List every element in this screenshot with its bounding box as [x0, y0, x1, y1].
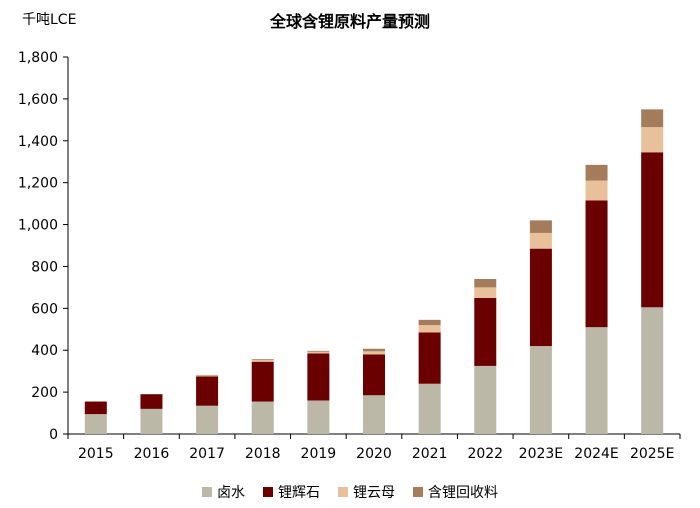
x-tick-label: 2021 — [412, 446, 448, 462]
bar-segment — [585, 180, 608, 201]
bar-segment — [307, 400, 330, 434]
bar-segment — [585, 200, 608, 328]
bar-segment — [641, 127, 664, 153]
legend-swatch — [413, 487, 423, 497]
bar-segment — [307, 351, 330, 354]
legend-label: 锂辉石 — [278, 485, 320, 501]
legend-item-brine: 卤水 — [202, 482, 245, 502]
bar-segment — [529, 346, 552, 434]
bar-segment — [84, 401, 107, 415]
y-tick-label: 1,400 — [18, 134, 58, 150]
bar-segment — [363, 348, 385, 352]
bar-segment — [529, 220, 552, 233]
y-tick-label: 800 — [31, 259, 58, 275]
bar-segment — [641, 152, 664, 308]
bar-segment — [363, 354, 385, 396]
x-tick-label: 2024E — [574, 446, 618, 462]
bar-segment — [529, 232, 552, 249]
y-tick-label: 1,800 — [18, 50, 58, 66]
bar-segment — [140, 394, 163, 409]
bar-segment — [641, 307, 664, 434]
bar-segment — [251, 360, 274, 362]
bar-segment — [529, 248, 552, 347]
bar-segment — [140, 408, 163, 434]
bar-segment — [474, 365, 497, 434]
y-tick-label: 600 — [31, 301, 58, 317]
bar-segment — [196, 375, 219, 377]
y-tick-label: 1,000 — [18, 218, 58, 234]
x-tick-label: 2020 — [356, 446, 392, 462]
bar-segment — [251, 401, 274, 434]
y-tick-label: 400 — [31, 343, 58, 359]
x-tick-label: 2023E — [519, 446, 563, 462]
bar-segment — [474, 297, 497, 366]
bar-segment — [474, 287, 497, 298]
bar-segment — [418, 383, 441, 434]
bar-segment — [474, 279, 497, 288]
x-tick-label: 2015 — [78, 446, 114, 462]
bar-segment — [196, 376, 219, 406]
bar-segment — [418, 325, 441, 333]
x-tick-label: 2018 — [245, 446, 281, 462]
legend-swatch — [202, 487, 212, 497]
y-tick-label: 1,600 — [18, 92, 58, 108]
legend-label: 卤水 — [217, 485, 245, 501]
legend-item-spodumene: 锂辉石 — [263, 482, 320, 502]
legend: 卤水 锂辉石 锂云母 含锂回收料 — [0, 482, 700, 502]
y-tick-label: 200 — [31, 385, 58, 401]
bar-segment — [307, 350, 330, 352]
x-tick-label: 2017 — [189, 446, 225, 462]
legend-label: 锂云母 — [353, 485, 395, 501]
bar-segment — [84, 414, 107, 434]
legend-swatch — [263, 487, 273, 497]
legend-swatch — [338, 487, 348, 497]
bar-segment — [363, 395, 385, 434]
bar-segment — [585, 164, 608, 181]
x-tick-label: 2025E — [630, 446, 674, 462]
legend-label: 含锂回收料 — [428, 485, 498, 501]
unit-label: 千吨LCE — [22, 12, 77, 28]
bar-segment — [641, 109, 664, 128]
bar-segment — [585, 327, 608, 434]
chart-title: 全球含锂原料产量预测 — [269, 12, 430, 31]
bar-segment — [196, 405, 219, 434]
legend-item-lepidolite: 锂云母 — [338, 482, 395, 502]
bar-segment — [418, 319, 441, 326]
y-tick-label: 1,200 — [18, 176, 58, 192]
y-tick-label: 0 — [49, 427, 58, 443]
bar-segment — [251, 359, 274, 361]
bar-segment — [251, 361, 274, 402]
x-tick-label: 2019 — [301, 446, 337, 462]
legend-item-recycled: 含锂回收料 — [413, 482, 498, 502]
bar-segment — [307, 353, 330, 401]
bar-segment — [418, 332, 441, 384]
bar-segment — [363, 351, 385, 355]
x-tick-label: 2022 — [467, 446, 503, 462]
x-tick-label: 2016 — [134, 446, 170, 462]
